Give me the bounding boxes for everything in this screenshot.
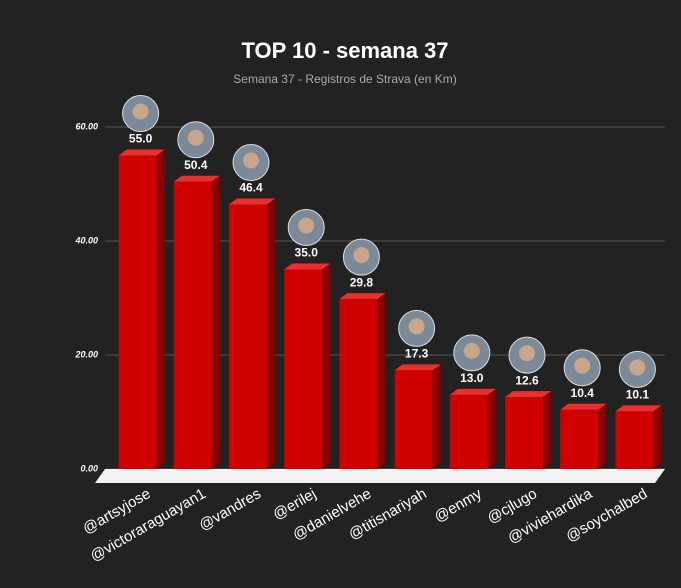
y-tick-label: 60.00 xyxy=(75,121,98,131)
y-tick-label: 40.00 xyxy=(74,235,98,245)
avatar-face xyxy=(629,359,646,376)
avatar-face xyxy=(187,129,204,146)
avatar-face xyxy=(298,217,315,234)
avatar-face xyxy=(574,357,591,374)
bar-side xyxy=(432,364,441,469)
bar-top xyxy=(339,293,386,300)
value-label: 46.4 xyxy=(239,181,263,195)
bar-side xyxy=(487,388,496,469)
bar-side xyxy=(377,293,386,469)
bar xyxy=(449,394,488,469)
bar xyxy=(339,299,378,469)
bar-top xyxy=(118,149,165,156)
avatar-face xyxy=(519,345,535,362)
bar-side xyxy=(598,403,607,469)
bar-top xyxy=(229,198,275,205)
bar xyxy=(229,204,267,469)
bar xyxy=(560,409,599,469)
bar-side xyxy=(156,149,165,469)
bar-side xyxy=(267,198,275,469)
avatar-face xyxy=(353,247,370,264)
bar-top xyxy=(394,364,441,371)
value-label: 50.4 xyxy=(184,158,208,172)
avatar-face xyxy=(243,152,259,169)
y-tick-label: 20.00 xyxy=(74,349,98,359)
bar-top xyxy=(560,403,607,410)
floor xyxy=(95,469,665,483)
bar xyxy=(394,370,433,469)
bar xyxy=(615,411,654,469)
bar-top xyxy=(449,388,496,395)
y-tick-label: 0.00 xyxy=(80,463,98,473)
avatar-face xyxy=(463,342,480,359)
value-label: 12.6 xyxy=(515,373,539,387)
bar-side xyxy=(322,263,331,469)
bar-top xyxy=(173,175,220,182)
bar xyxy=(284,269,323,469)
value-label: 17.3 xyxy=(405,347,429,361)
bar-top xyxy=(284,263,331,270)
bar xyxy=(505,397,543,469)
bar xyxy=(118,155,157,469)
value-label: 13.0 xyxy=(460,371,484,385)
value-label: 35.0 xyxy=(295,246,319,260)
bar-top xyxy=(615,405,662,412)
bar-side xyxy=(211,175,220,469)
chart-title: TOP 10 - semana 37 xyxy=(241,38,448,63)
avatar-face xyxy=(132,103,149,120)
bar-side xyxy=(653,405,662,469)
value-label: 29.8 xyxy=(350,275,374,289)
bar-top xyxy=(505,391,551,398)
value-label: 10.1 xyxy=(626,388,650,402)
value-label: 10.4 xyxy=(571,386,595,400)
bar xyxy=(173,181,212,469)
value-label: 55.0 xyxy=(129,132,153,146)
bar-side xyxy=(543,391,551,469)
chart-subtitle: Semana 37 - Registros de Strava (en Km) xyxy=(233,72,456,86)
avatar-face xyxy=(408,318,425,335)
